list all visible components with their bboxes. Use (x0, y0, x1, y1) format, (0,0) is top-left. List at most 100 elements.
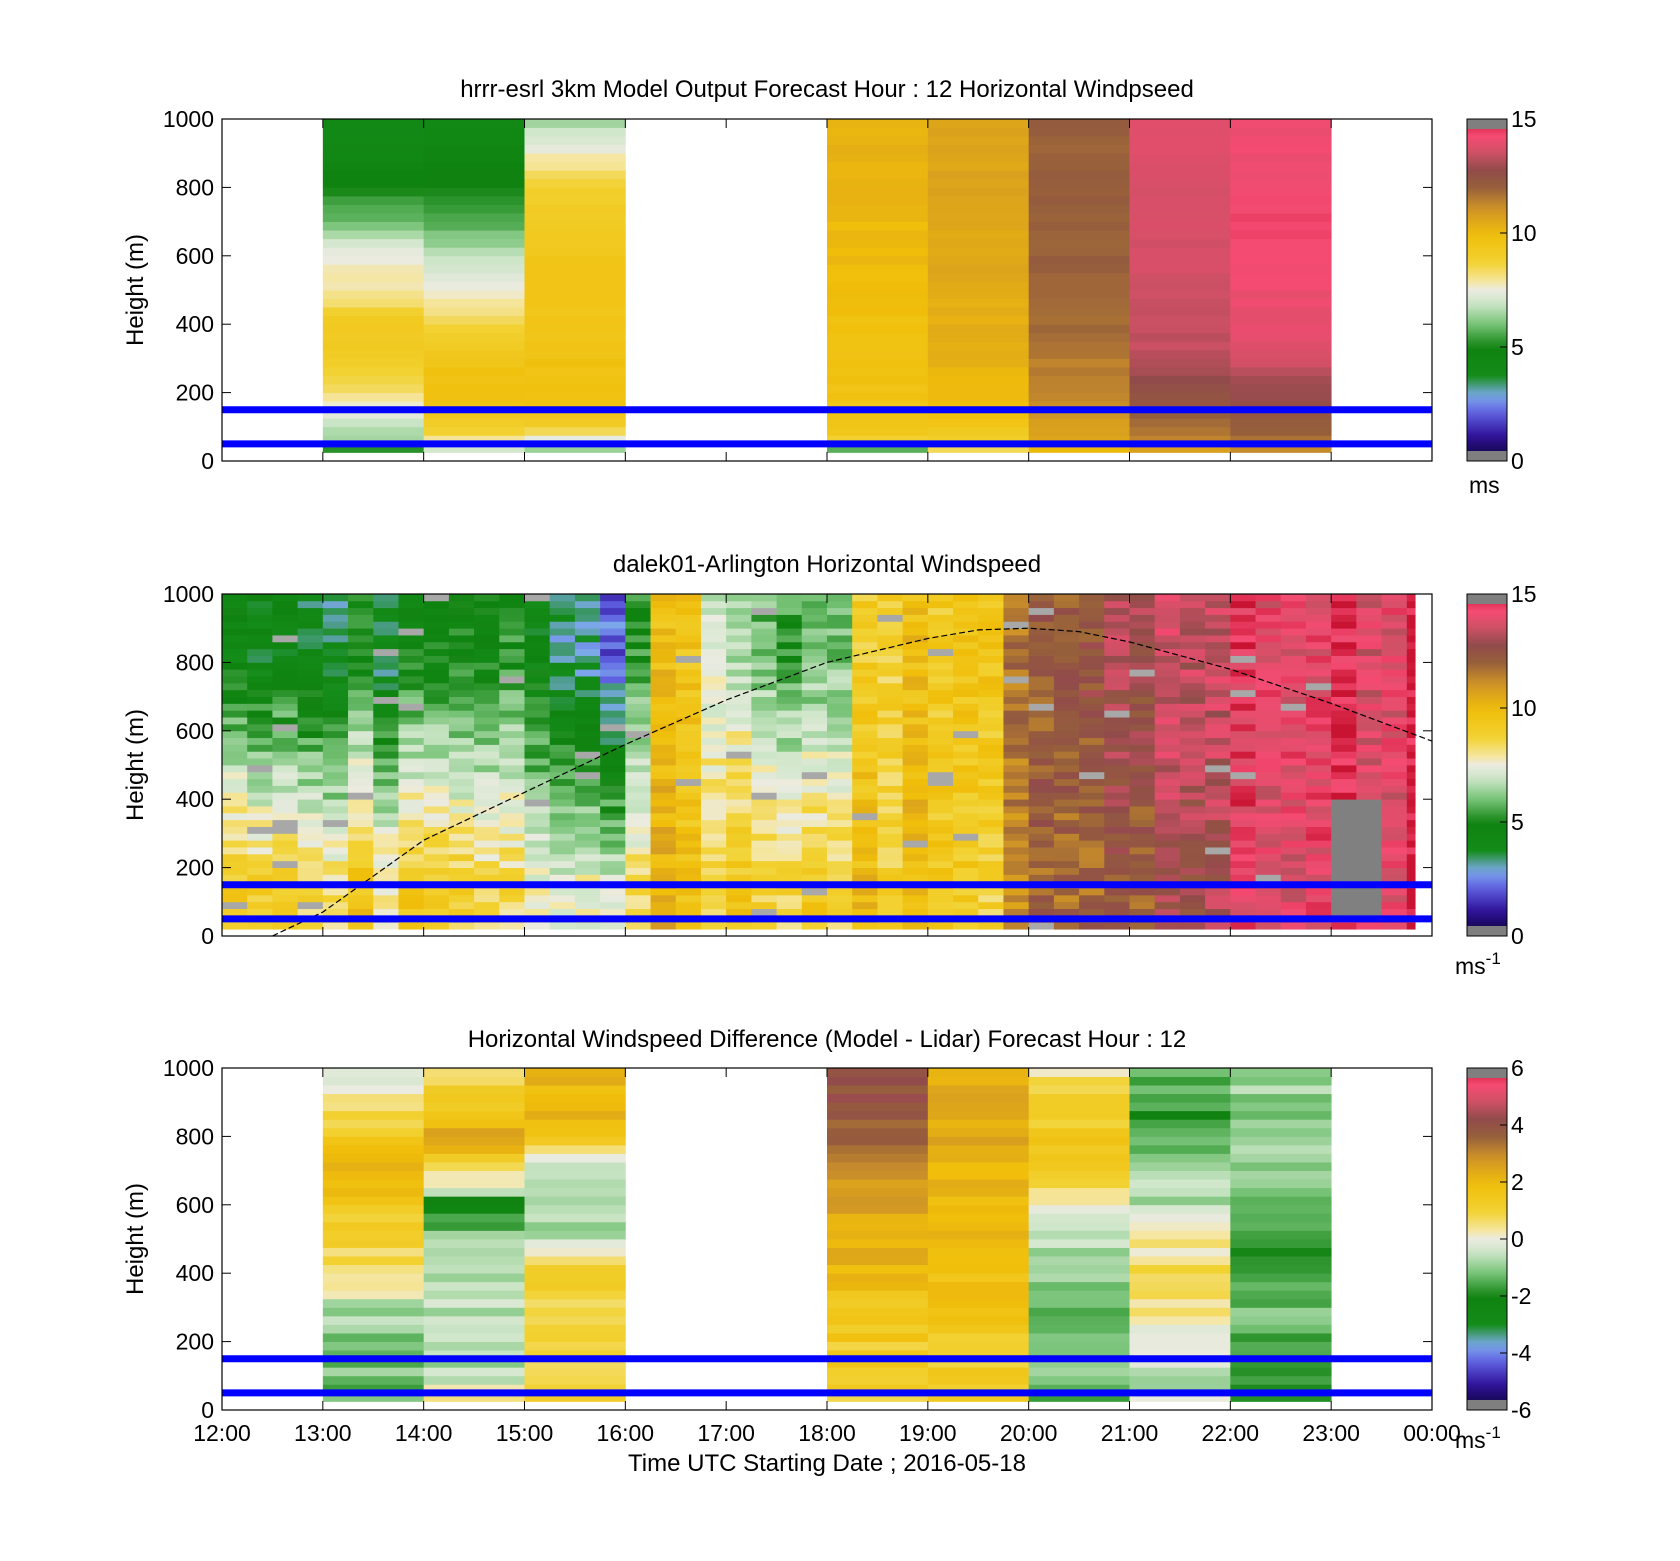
heatmap-cell (600, 717, 626, 725)
heatmap-cell (726, 717, 752, 725)
heatmap-cell (1129, 1085, 1231, 1095)
heatmap-cell (297, 717, 324, 725)
heatmap-cell (1406, 717, 1416, 725)
heatmap-cell (448, 922, 475, 930)
heatmap-cell (1129, 1204, 1231, 1214)
heatmap-cell (574, 922, 601, 930)
heatmap-cell (927, 1247, 1030, 1257)
heatmap-cell (852, 765, 878, 773)
heatmap-cell (1255, 874, 1282, 882)
heatmap-cell (1079, 676, 1105, 684)
heatmap-cell (1028, 1221, 1130, 1231)
heatmap-cell (827, 710, 853, 718)
heatmap-cell (247, 744, 273, 752)
heatmap-cell (1129, 358, 1231, 368)
heatmap-cell (1154, 710, 1181, 718)
heatmap-cell (524, 187, 626, 197)
heatmap-cell (902, 607, 929, 615)
heatmap-cell (650, 655, 677, 663)
heatmap-cell (474, 621, 500, 629)
heatmap-cell (675, 778, 702, 786)
heatmap-cell (751, 758, 777, 766)
y-tick-label: 1000 (163, 106, 214, 132)
heatmap-cell (1305, 867, 1332, 875)
heatmap-cell (852, 682, 878, 691)
heatmap-cell (322, 358, 425, 368)
heatmap-cell (1003, 614, 1030, 622)
heatmap-cell (348, 710, 374, 718)
heatmap-cell (1154, 853, 1181, 862)
heatmap-cell (776, 819, 803, 827)
heatmap-cell (1053, 703, 1080, 711)
heatmap-cell (1406, 600, 1416, 609)
heatmap-cell (1356, 833, 1382, 841)
heatmap-cell (827, 1144, 929, 1154)
heatmap-cell (827, 1239, 929, 1248)
heatmap-cell (398, 826, 425, 834)
heatmap-cell (1104, 607, 1130, 615)
heatmap-cell (751, 621, 777, 629)
heatmap-cell (776, 662, 803, 670)
heatmap-cell (852, 888, 878, 896)
heatmap-cell (751, 908, 777, 916)
heatmap-cell (700, 703, 727, 711)
heatmap-cell (827, 426, 929, 436)
heatmap-cell (1280, 717, 1307, 725)
heatmap-cell (827, 1358, 929, 1368)
heatmap-cell (852, 908, 878, 916)
heatmap-cell (827, 1085, 929, 1095)
heatmap-cell (1280, 792, 1307, 800)
heatmap-cell (1129, 136, 1231, 146)
heatmap-cell (650, 908, 677, 916)
heatmap-cell (423, 806, 450, 814)
heatmap-cell (322, 894, 349, 903)
heatmap-cell (1356, 860, 1382, 868)
heatmap-cell (549, 744, 576, 752)
heatmap-cell (272, 723, 299, 732)
heatmap-cell (726, 806, 752, 814)
heatmap-cell (1129, 799, 1156, 807)
heatmap-cell (1129, 195, 1231, 205)
heatmap-cell (927, 853, 954, 862)
heatmap-cell (322, 409, 425, 419)
heatmap-cell (751, 648, 777, 656)
heatmap-cell (373, 655, 399, 663)
heatmap-cell (524, 1102, 626, 1112)
heatmap-cell (322, 785, 349, 793)
heatmap-cell (348, 853, 374, 862)
heatmap-cell (1003, 676, 1030, 684)
heatmap-cell (927, 607, 954, 615)
heatmap-cell (953, 840, 979, 848)
heatmap-cell (1179, 901, 1206, 910)
heatmap-cell (675, 607, 702, 615)
heatmap-cell (1129, 144, 1231, 154)
heatmap-cell (1129, 127, 1231, 137)
heatmap-cell (1079, 853, 1105, 862)
heatmap-cell (827, 161, 929, 171)
heatmap-cell (1129, 833, 1156, 841)
heatmap-cell (902, 682, 929, 691)
heatmap-cell (1230, 272, 1332, 282)
heatmap-cell (373, 669, 399, 677)
y-tick-label: 200 (176, 1329, 214, 1355)
heatmap-cell (1406, 799, 1416, 807)
heatmap-cell (1230, 696, 1256, 704)
heatmap-cell (423, 826, 450, 834)
heatmap-cell (827, 195, 929, 205)
heatmap-cell (1406, 847, 1416, 855)
heatmap-cell (600, 853, 626, 862)
heatmap-cell (1028, 230, 1130, 240)
heatmap-cell (423, 614, 450, 622)
heatmap-cell (1129, 922, 1156, 930)
panel-title: dalek01-Arlington Horizontal Windspeed (613, 551, 1041, 578)
heatmap-cell (675, 662, 702, 670)
heatmap-cell (877, 717, 904, 725)
heatmap-cell (700, 888, 727, 896)
y-tick-label: 600 (176, 718, 214, 744)
heatmap-cell (1230, 1221, 1332, 1231)
heatmap-cell (902, 908, 929, 916)
heatmap-cell (927, 341, 1030, 351)
heatmap-cell (1280, 826, 1307, 834)
heatmap-cell (574, 901, 601, 910)
